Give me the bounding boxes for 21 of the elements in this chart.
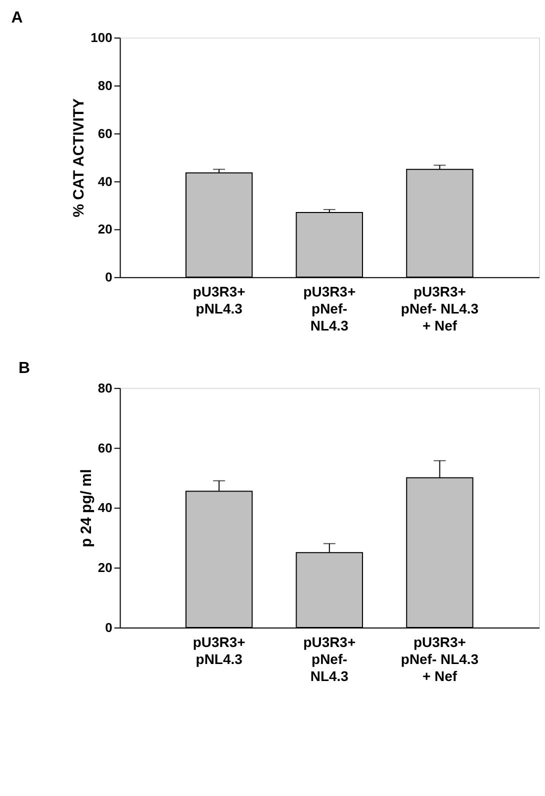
y-tick-label: 80: [98, 78, 112, 93]
x-tick-label: pU3R3+ pNef- NL4.3: [303, 634, 356, 684]
y-axis-title: p 24 pg/ ml: [78, 469, 95, 548]
y-tick-label: 40: [98, 174, 112, 189]
y-tick-label: 20: [98, 560, 112, 576]
x-tick-label: pU3R3+ pNef- NL4.3 + Nef: [400, 634, 479, 684]
y-axis-title: % CAT ACTIVITY: [70, 98, 88, 218]
chart-title: B: [18, 360, 30, 377]
chart-title: A: [11, 10, 24, 27]
y-tick-label: 60: [98, 440, 112, 456]
y-tick-label: 40: [98, 500, 112, 516]
x-tick-label: pU3R3+ pNL4.3: [192, 634, 246, 667]
y-tick-label: 0: [105, 620, 112, 635]
y-tick-label: 100: [90, 30, 112, 46]
y-tick-label: 60: [98, 126, 112, 141]
x-tick-label: pU3R3+ pNef- NL4.3: [303, 284, 356, 334]
y-tick-label: 20: [98, 222, 112, 237]
y-tick-label: 0: [105, 270, 112, 285]
x-tick-label: pU3R3+ pNef- NL4.3 + Nef: [400, 284, 479, 334]
y-tick-label: 80: [98, 380, 112, 396]
x-tick-label: pU3R3+ pNL4.3: [192, 284, 246, 317]
